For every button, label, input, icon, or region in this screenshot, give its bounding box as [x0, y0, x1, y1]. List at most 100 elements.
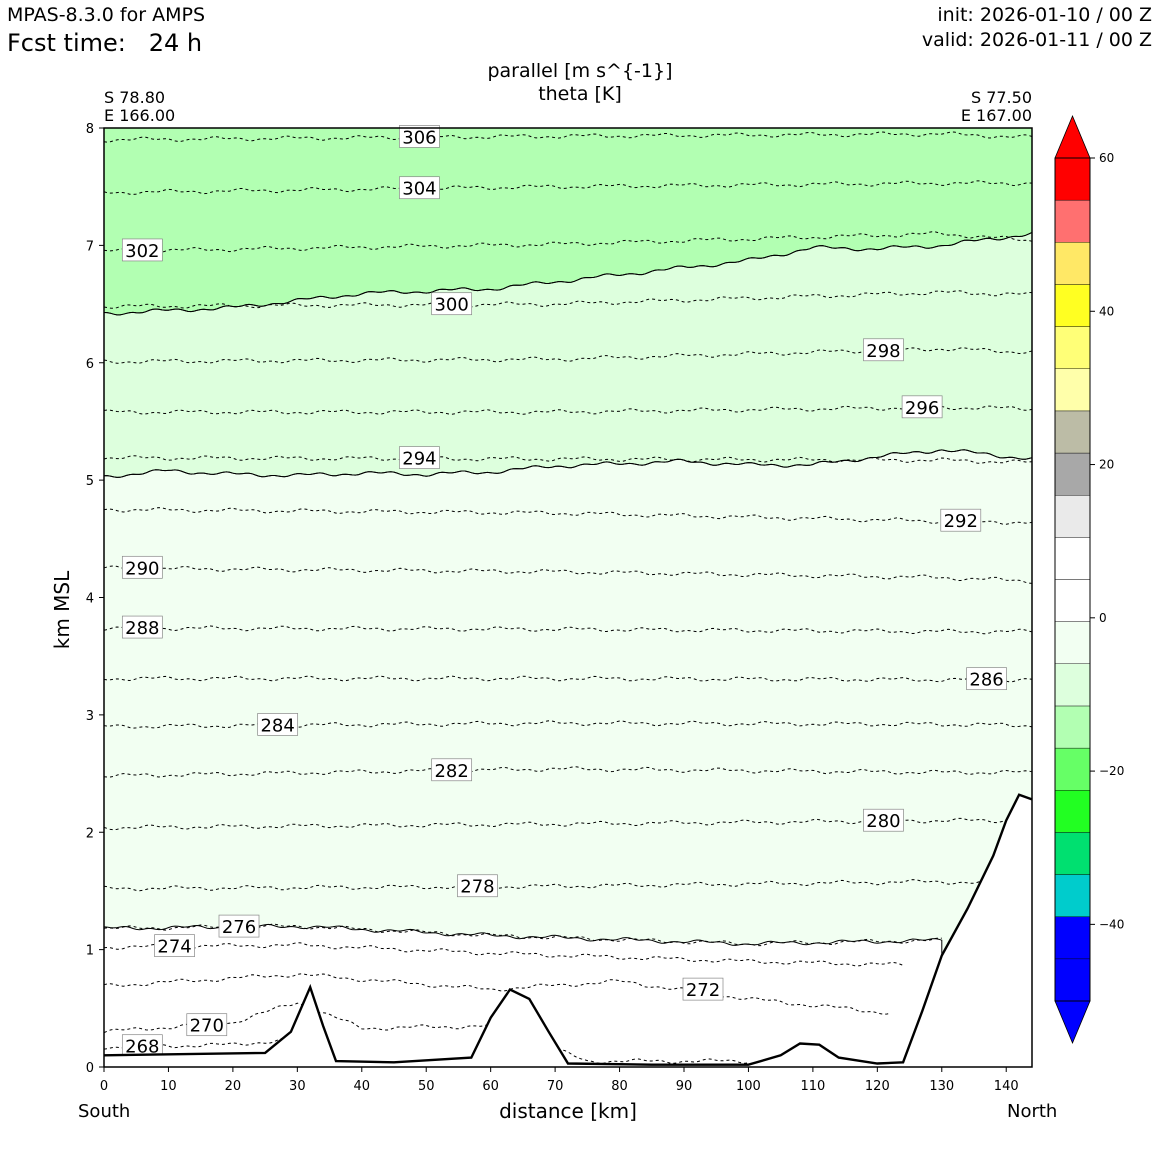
theta-contour-label-284: 284 [257, 713, 299, 736]
theta-label-box [121, 615, 163, 639]
start-lat: S 78.80 [104, 88, 166, 107]
theta-contour-label-292: 292 [940, 508, 982, 532]
x-tick-label: 0 [100, 1079, 108, 1094]
theta-label-text: 272 [686, 980, 720, 1001]
colorbar-tick-label: 20 [1099, 458, 1114, 472]
theta-contour-label-302: 302 [121, 238, 163, 262]
colorbar-segment [1054, 157, 1091, 201]
theta-contour-304 [103, 180, 1033, 196]
colorbar-segment [1054, 705, 1091, 749]
y-tick-label: 1 [86, 944, 94, 959]
colorbar-segment [1054, 790, 1091, 833]
x-tick-label: 70 [547, 1079, 564, 1094]
colorbar-segment [1054, 832, 1091, 875]
theta-label-box [863, 338, 904, 362]
x-tick-label: 10 [160, 1079, 177, 1094]
theta-label-box [218, 914, 260, 938]
end-lat: S 77.50 [970, 88, 1032, 107]
x-tick-label: 130 [929, 1079, 954, 1094]
x-axis-label: distance [km] [499, 1099, 637, 1123]
colorbar-frame [1054, 157, 1091, 1002]
theta-label-box [154, 934, 195, 958]
theta-contour-label-270: 270 [186, 1013, 228, 1037]
colorbar-segment [1054, 747, 1091, 791]
theta-label-box [966, 667, 1007, 691]
south-label: South [78, 1101, 131, 1122]
theta-contour-290 [103, 565, 1033, 584]
theta-contour-278 [103, 879, 1033, 892]
colorbar-segment [1054, 495, 1091, 538]
x-tick-label: 50 [418, 1079, 435, 1094]
forecast-time-value: 24 h [148, 29, 203, 57]
colorbar-segment [1054, 284, 1091, 327]
theta-label-box [457, 874, 498, 898]
theta-contour-label-306: 306 [399, 125, 440, 148]
x-tick-label: 90 [676, 1079, 693, 1094]
x-tick-label: 100 [736, 1079, 761, 1094]
colorbar-tick-label: 40 [1099, 304, 1114, 318]
theta-contour-label-272: 272 [682, 977, 724, 1001]
theta-label-text: 270 [190, 1016, 224, 1037]
colorbar-extend-low [1054, 1000, 1091, 1045]
theta-contour-286 [103, 675, 1033, 683]
theta-contour-label-274: 274 [154, 934, 195, 958]
chart-subtitle: theta [K] [538, 83, 622, 105]
theta-label-box [940, 508, 982, 532]
theta-contour-label-268: 268 [121, 1034, 163, 1058]
colorbar-segment [1054, 621, 1091, 665]
theta-contour-label-280: 280 [863, 808, 904, 832]
theta-contour-label-304: 304 [399, 176, 440, 200]
y-axis-label: km MSL [50, 570, 74, 650]
colorbar-extend-high [1054, 114, 1091, 159]
forecast-time: Fcst time: 24 h [7, 29, 202, 57]
y-tick-label: 6 [86, 357, 94, 372]
colorbar-segment [1054, 326, 1091, 369]
colorbar-segment [1054, 199, 1091, 243]
theta-contour-label-286: 286 [966, 667, 1007, 691]
colorbar-segment [1054, 874, 1091, 917]
theta-contour-300 [103, 290, 1033, 309]
colorbar-segment [1054, 958, 1091, 1002]
colorbar-segment [1054, 537, 1091, 580]
y-tick-label: 2 [86, 826, 94, 841]
shade-boundary-upper [103, 231, 1033, 316]
theta-label-text: 296 [905, 398, 939, 419]
theta-label-box [257, 713, 299, 736]
model-title: MPAS-8.3.0 for AMPS [7, 4, 206, 26]
theta-contour-label-282: 282 [431, 758, 473, 782]
y-tick-label: 4 [86, 592, 94, 607]
y-tick-label: 7 [86, 239, 94, 254]
theta-label-box [399, 125, 440, 148]
theta-label-box [901, 395, 943, 419]
theta-label-text: 292 [944, 511, 978, 532]
colorbar-segment [1054, 368, 1091, 412]
theta-contour-294 [103, 455, 1033, 464]
theta-contour-272 [103, 973, 891, 1015]
terrain-fill [104, 794, 1032, 1067]
theta-label-box [121, 555, 163, 579]
theta-contour-label-298: 298 [863, 338, 904, 362]
x-tick-label: 20 [225, 1079, 242, 1094]
theta-label-text: 280 [866, 811, 900, 832]
theta-label-text: 276 [222, 917, 256, 938]
theta-label-text: 282 [434, 761, 468, 782]
theta-label-text: 300 [434, 295, 468, 316]
shade-boundary-mid [103, 449, 1033, 478]
theta-label-text: 286 [969, 670, 1003, 691]
x-tick-label: 140 [994, 1079, 1019, 1094]
start-lon: E 166.00 [104, 106, 176, 125]
theta-label-text: 284 [260, 715, 294, 736]
init-time: init: 2026-01-10 / 00 Z [937, 4, 1152, 26]
axes: 0 10 20 30 40 50 60 70 80 90 100 110 120 130 140 0 1 2 3 4 5… [86, 122, 1033, 1094]
theta-contour-label-296: 296 [901, 395, 943, 419]
colorbar-tick-label: 60 [1099, 151, 1114, 165]
theta-label-box [863, 808, 904, 832]
x-tick-label: 120 [865, 1079, 890, 1094]
theta-label-text: 268 [125, 1037, 159, 1058]
theta-label-box [186, 1013, 228, 1037]
colorbar-segment [1054, 410, 1091, 454]
valid-time: valid: 2026-01-11 / 00 Z [921, 29, 1152, 51]
colorbar-tick-label: −20 [1099, 764, 1124, 778]
theta-label-text: 298 [866, 341, 900, 362]
